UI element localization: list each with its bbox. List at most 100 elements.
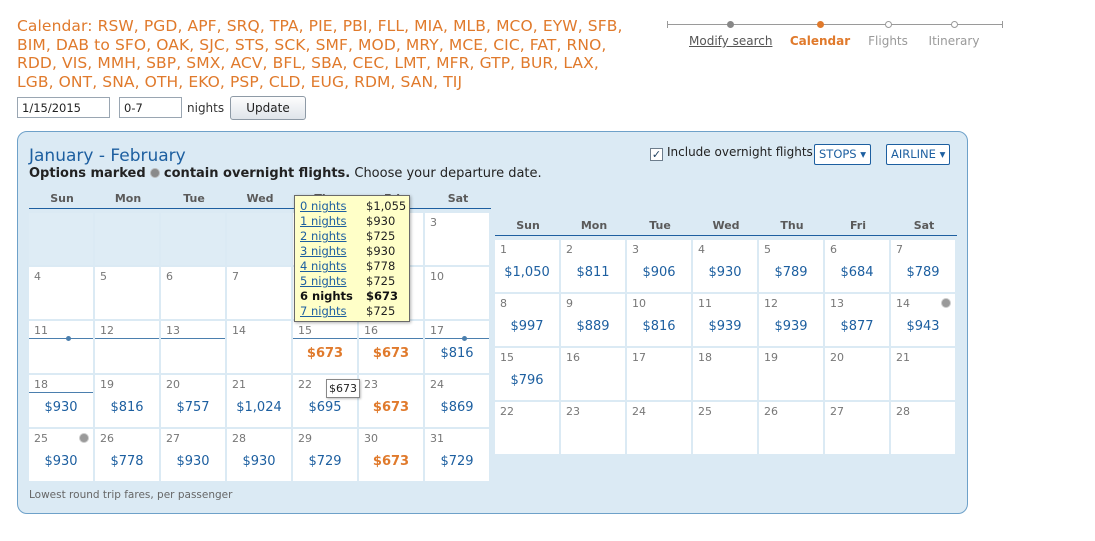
- nights-option[interactable]: 5 nights $725: [300, 274, 409, 289]
- fare-price[interactable]: $796: [510, 373, 544, 388]
- nights-option[interactable]: 6 nights $673: [300, 289, 409, 304]
- calendar-day[interactable]: 17 $816: [425, 321, 489, 373]
- day-number: 3: [430, 216, 437, 229]
- include-overnight-toggle[interactable]: ✓ Include overnight flights: [650, 145, 813, 161]
- fare-price[interactable]: $778: [110, 454, 144, 469]
- calendar-day[interactable]: 26 $778: [95, 429, 159, 481]
- fare-price[interactable]: $816: [642, 319, 676, 334]
- calendar-day[interactable]: 16 $673: [359, 321, 423, 373]
- day-number: 25: [698, 405, 712, 418]
- nights-option-label[interactable]: 5 nights: [300, 274, 347, 288]
- calendar-day[interactable]: 4 $930: [693, 240, 757, 292]
- fare-price[interactable]: $930: [44, 454, 78, 469]
- fare-price[interactable]: $930: [44, 400, 78, 415]
- day-number: 26: [764, 405, 778, 418]
- fare-price[interactable]: $1,050: [504, 265, 550, 280]
- calendar-day[interactable]: 1 $1,050: [495, 240, 559, 292]
- calendar-day[interactable]: 5 $789: [759, 240, 823, 292]
- calendar-day[interactable]: 18 $930: [29, 375, 93, 427]
- calendar-day[interactable]: 2 $811: [561, 240, 625, 292]
- calendar-day[interactable]: 6 $684: [825, 240, 889, 292]
- calendar-day[interactable]: 31 $729: [425, 429, 489, 481]
- fare-price[interactable]: $816: [440, 346, 474, 361]
- day-number: 23: [364, 378, 378, 391]
- calendar-day[interactable]: 14 $943: [891, 294, 955, 346]
- nights-option[interactable]: 7 nights $725: [300, 304, 409, 319]
- fare-price[interactable]: $789: [774, 265, 808, 280]
- trip-range-line: [293, 338, 357, 339]
- calendar-day[interactable]: 19 $816: [95, 375, 159, 427]
- fare-price[interactable]: $930: [242, 454, 276, 469]
- airline-dropdown[interactable]: AIRLINE ▾: [886, 144, 951, 165]
- date-input[interactable]: [17, 97, 110, 118]
- calendar-day[interactable]: 11 $939: [693, 294, 757, 346]
- calendar-day[interactable]: 12 $939: [759, 294, 823, 346]
- nights-option-label[interactable]: 1 nights: [300, 214, 347, 228]
- page-title: Calendar: RSW, PGD, APF, SRQ, TPA, PIE, …: [17, 17, 623, 91]
- step-calendar: Calendar: [787, 18, 853, 48]
- lowest-fare-price[interactable]: $673: [372, 400, 410, 415]
- fare-price[interactable]: $729: [308, 454, 342, 469]
- calendar-day[interactable]: 9 $889: [561, 294, 625, 346]
- lowest-fare-price[interactable]: $673: [372, 454, 410, 469]
- nights-option[interactable]: 1 nights $930: [300, 214, 409, 229]
- calendar-day[interactable]: 23 $673: [359, 375, 423, 427]
- fare-price[interactable]: $939: [708, 319, 742, 334]
- calendar-day[interactable]: 28 $930: [227, 429, 291, 481]
- nights-option[interactable]: 0 nights $1,055: [300, 199, 409, 214]
- fare-price[interactable]: $930: [708, 265, 742, 280]
- calendar-day[interactable]: 29 $729: [293, 429, 357, 481]
- calendar-day[interactable]: 21 $1,024: [227, 375, 291, 427]
- nights-option-label[interactable]: 2 nights: [300, 229, 347, 243]
- fare-price[interactable]: $906: [642, 265, 676, 280]
- calendar-day[interactable]: 8 $997: [495, 294, 559, 346]
- calendar-day[interactable]: 25 $930: [29, 429, 93, 481]
- nights-option[interactable]: 3 nights $930: [300, 244, 409, 259]
- fare-price[interactable]: $789: [906, 265, 940, 280]
- fare-price[interactable]: $877: [840, 319, 874, 334]
- lowest-fare-price[interactable]: $673: [372, 346, 410, 361]
- fare-price[interactable]: $930: [176, 454, 210, 469]
- nights-option-label[interactable]: 7 nights: [300, 304, 347, 318]
- calendar-day[interactable]: 22 $695: [293, 375, 357, 427]
- nights-option-label[interactable]: 4 nights: [300, 259, 347, 273]
- calendar-day[interactable]: 27 $930: [161, 429, 225, 481]
- fare-price[interactable]: $729: [440, 454, 474, 469]
- nights-input[interactable]: [119, 97, 182, 118]
- day-number: 16: [566, 351, 580, 364]
- day-number: 17: [430, 324, 444, 337]
- step-modify-search[interactable]: Modify search: [689, 18, 772, 48]
- calendar-day[interactable]: 7 $789: [891, 240, 955, 292]
- fare-price[interactable]: $684: [840, 265, 874, 280]
- nights-option-label[interactable]: 0 nights: [300, 199, 347, 213]
- fare-price[interactable]: $939: [774, 319, 808, 334]
- calendar-day[interactable]: 20 $757: [161, 375, 225, 427]
- calendar-day[interactable]: 30 $673: [359, 429, 423, 481]
- update-button[interactable]: Update: [230, 96, 306, 120]
- calendar-day[interactable]: 15 $673: [293, 321, 357, 373]
- fare-price[interactable]: $869: [440, 400, 474, 415]
- fare-price[interactable]: $943: [906, 319, 940, 334]
- calendar-day: 21: [891, 348, 955, 400]
- calendar-day[interactable]: 13 $877: [825, 294, 889, 346]
- fare-price[interactable]: $695: [308, 400, 342, 415]
- checkbox-icon[interactable]: ✓: [650, 148, 663, 161]
- fare-price[interactable]: $811: [576, 265, 610, 280]
- nights-option-label[interactable]: 6 nights: [300, 289, 353, 303]
- calendar-day[interactable]: 3 $906: [627, 240, 691, 292]
- calendar-day[interactable]: 10 $816: [627, 294, 691, 346]
- fare-price[interactable]: $1,024: [236, 400, 282, 415]
- calendar-day[interactable]: 24 $869: [425, 375, 489, 427]
- nights-option[interactable]: 2 nights $725: [300, 229, 409, 244]
- fare-price[interactable]: $816: [110, 400, 144, 415]
- nights-option-label[interactable]: 3 nights: [300, 244, 347, 258]
- stops-dropdown[interactable]: STOPS ▾: [814, 144, 872, 165]
- fare-price[interactable]: $889: [576, 319, 610, 334]
- nights-option[interactable]: 4 nights $778: [300, 259, 409, 274]
- day-number: 25: [34, 432, 48, 445]
- calendar-day[interactable]: 15 $796: [495, 348, 559, 400]
- nights-option-price: $930: [366, 214, 396, 228]
- fare-price[interactable]: $757: [176, 400, 210, 415]
- fare-price[interactable]: $997: [510, 319, 544, 334]
- lowest-fare-price[interactable]: $673: [306, 346, 344, 361]
